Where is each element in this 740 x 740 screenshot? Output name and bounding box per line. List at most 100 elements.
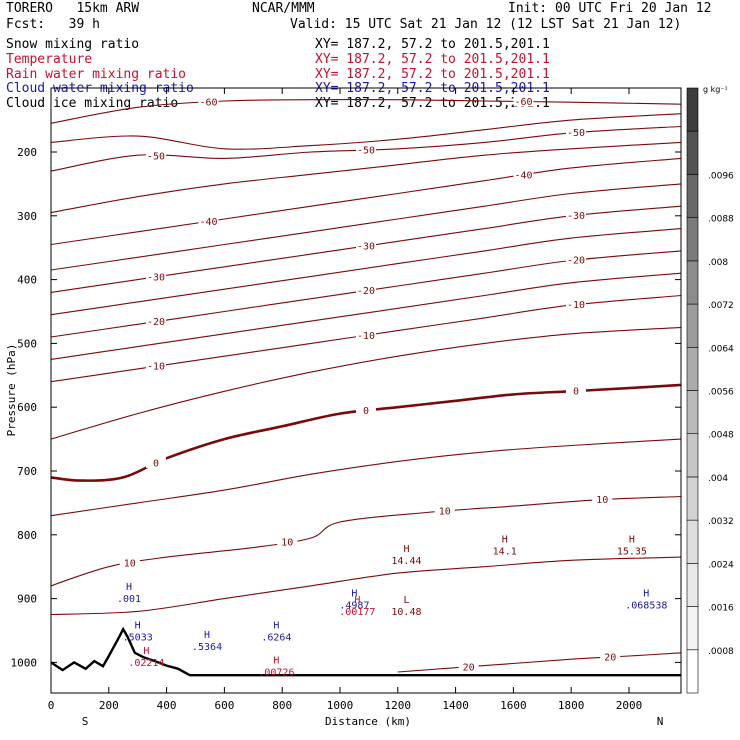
colorbar-tick-label: .004 bbox=[708, 474, 728, 484]
x-tick-label: 400 bbox=[157, 699, 177, 712]
colorbar-tick-label: .0016 bbox=[708, 604, 734, 614]
temperature-center-value: 14.44 bbox=[391, 556, 421, 567]
isotherm-label: -20 bbox=[567, 256, 585, 267]
isotherm-label-bg bbox=[146, 456, 166, 468]
isotherm-label-bg bbox=[513, 168, 534, 180]
cloud-water-center-value: .068538 bbox=[625, 601, 667, 612]
organization: NCAR/MMM bbox=[252, 1, 315, 16]
colorbar-swatch bbox=[686, 433, 699, 478]
y-tick-label: 200 bbox=[17, 146, 37, 159]
isotherm-label-bg bbox=[277, 535, 298, 547]
isotherm-line bbox=[50, 113, 682, 150]
colorbar-swatch bbox=[686, 260, 699, 305]
field-xy-rain-water: XY= 187.2, 57.2 to 201.5,201.1 bbox=[315, 67, 550, 82]
isotherm-label: -10 bbox=[567, 300, 585, 311]
colorbar-unit: g kg⁻¹ bbox=[703, 85, 728, 94]
y-tick-label: 500 bbox=[17, 337, 37, 350]
temperature-center-value: 14.1 bbox=[493, 546, 517, 557]
valid-time: Valid: 15 UTC Sat 21 Jan 12 (12 LST Sat … bbox=[290, 17, 682, 32]
field-name-cloud-ice: Cloud ice mixing ratio bbox=[6, 96, 179, 111]
colorbar-swatch bbox=[686, 606, 699, 651]
field-xy-snow: XY= 187.2, 57.2 to 201.5,201.1 bbox=[315, 37, 550, 52]
temperature-center-value: 15.35 bbox=[617, 546, 647, 557]
plot-frame bbox=[50, 87, 682, 694]
cloud-water-center-value: .5364 bbox=[192, 642, 222, 653]
isotherm-label: 20 bbox=[604, 653, 616, 664]
colorbar-swatch bbox=[686, 130, 699, 175]
temperature-center-marker: H bbox=[403, 544, 409, 555]
rain-water-center-marker: H bbox=[273, 656, 279, 667]
field-name-rain-water: Rain water mixing ratio bbox=[6, 67, 187, 82]
y-tick-label: 300 bbox=[17, 210, 37, 223]
isotherm-label: -50 bbox=[567, 128, 585, 139]
colorbar-swatch bbox=[686, 476, 699, 521]
x-tick-label: 1600 bbox=[500, 699, 527, 712]
x-tick-label: 600 bbox=[214, 699, 234, 712]
rain-water-center-value: .00726 bbox=[258, 668, 294, 679]
isotherm-label: 10 bbox=[596, 495, 608, 506]
y-axis-label: Pressure (hPa) bbox=[5, 344, 18, 437]
x-tick-label: 1400 bbox=[442, 699, 469, 712]
colorbar-swatch bbox=[686, 649, 699, 694]
terrain-layer bbox=[50, 626, 681, 693]
temperature-center-marker: H bbox=[502, 534, 508, 545]
field-xy-temperature: XY= 187.2, 57.2 to 201.5,201.1 bbox=[315, 52, 550, 67]
isotherm-line bbox=[50, 272, 682, 360]
isotherm-line bbox=[50, 438, 682, 517]
x-axis-label: Distance (km) bbox=[325, 715, 411, 728]
x-tick-label: 1000 bbox=[327, 699, 354, 712]
colorbar-tick-label: .0096 bbox=[708, 171, 734, 181]
model-name: TORERO 15km ARW bbox=[6, 1, 140, 16]
isotherm-line bbox=[50, 495, 682, 587]
isotherm-label: -10 bbox=[357, 331, 375, 342]
colorbar-tick-label: .0064 bbox=[708, 344, 734, 354]
isotherm-line bbox=[50, 228, 682, 316]
field-name-snow: Snow mixing ratio bbox=[6, 37, 140, 52]
isotherm-label-bg bbox=[600, 651, 621, 663]
x-tick-label: 2000 bbox=[616, 699, 643, 712]
x-tick-label: 1200 bbox=[385, 699, 412, 712]
isotherm-line bbox=[50, 183, 682, 271]
isotherm-label: 10 bbox=[281, 537, 293, 548]
isotherm-label-bg bbox=[566, 126, 586, 138]
isotherm-label-bg bbox=[119, 557, 140, 569]
y-tick-label: 600 bbox=[17, 401, 37, 414]
isotherm-label: -60 bbox=[199, 98, 217, 109]
isotherm-label: -40 bbox=[514, 170, 532, 181]
cloud-water-center-value: .6264 bbox=[261, 633, 291, 644]
colorbar-swatch bbox=[686, 217, 699, 262]
rain-water-center-value: .00177 bbox=[339, 607, 375, 618]
isotherm-label-bg bbox=[356, 284, 376, 296]
isotherm-label: 10 bbox=[439, 507, 451, 518]
isotherm-label: -60 bbox=[514, 97, 532, 108]
y-tick-label: 1000 bbox=[11, 656, 38, 669]
temperature-center-marker: L bbox=[403, 595, 409, 606]
isotherm-line bbox=[50, 556, 682, 616]
isotherm-label-bg bbox=[356, 143, 376, 155]
isotherm-line bbox=[50, 99, 682, 124]
colorbar-swatch bbox=[686, 390, 699, 435]
cloud-water-center-marker: H bbox=[126, 582, 132, 593]
isotherm-label-bg bbox=[566, 209, 586, 221]
cloud-water-center-marker: H bbox=[643, 589, 649, 600]
isotherm-line bbox=[50, 326, 682, 440]
isotherm-label-bg bbox=[566, 298, 586, 310]
isotherm-label-bg bbox=[146, 270, 166, 282]
colorbar-tick-label: .0024 bbox=[708, 560, 734, 570]
y-tick-label: 800 bbox=[17, 529, 37, 542]
x-axis-north-label: N bbox=[657, 715, 664, 728]
colorbar-swatch bbox=[686, 563, 699, 607]
terrain-fill bbox=[51, 629, 681, 693]
isotherm-label: -10 bbox=[147, 362, 165, 373]
x-axis-south-label: S bbox=[82, 715, 89, 728]
colorbar-tick-label: .0056 bbox=[708, 388, 734, 398]
y-tick-label: 400 bbox=[17, 274, 37, 287]
colorbar-swatch bbox=[686, 519, 699, 564]
isotherm-label: 20 bbox=[463, 662, 475, 673]
isotherm-label: 0 bbox=[573, 386, 579, 397]
isotherm-label-bg bbox=[356, 404, 376, 416]
colorbar: .0008 .0016 .0024 .0032 .004 .0048 .0056 .0064.… bbox=[686, 87, 734, 694]
isotherm-label: 0 bbox=[363, 406, 369, 417]
isotherm-label-bg bbox=[356, 329, 376, 341]
isotherm-label: -30 bbox=[567, 211, 585, 222]
